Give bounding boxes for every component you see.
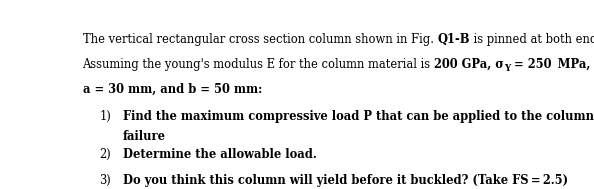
Text: 3): 3) (100, 174, 111, 187)
Text: Y: Y (504, 64, 510, 73)
Text: is pinned at both ends.: is pinned at both ends. (470, 33, 594, 46)
Text: a = 30 mm, and b = 50 mm:: a = 30 mm, and b = 50 mm: (83, 82, 262, 95)
Text: Determine the allowable load.: Determine the allowable load. (122, 148, 317, 161)
Text: = 250  MPa,  L = 4 m,: = 250 MPa, L = 4 m, (510, 58, 594, 71)
Text: 200 GPa, σ: 200 GPa, σ (434, 58, 504, 71)
Text: failure: failure (122, 130, 166, 143)
Text: Do you think this column will yield before it buckled? (Take FS = 2.5): Do you think this column will yield befo… (122, 174, 568, 187)
Text: Assuming the young's modulus E for the column material is: Assuming the young's modulus E for the c… (83, 58, 434, 71)
Text: The vertical rectangular cross section column shown in Fig.: The vertical rectangular cross section c… (83, 33, 437, 46)
Text: Find the maximum compressive load P that can be applied to the column without: Find the maximum compressive load P that… (122, 110, 594, 123)
Text: 1): 1) (100, 110, 112, 123)
Text: Q1-B: Q1-B (437, 33, 470, 46)
Text: 2): 2) (100, 148, 111, 161)
